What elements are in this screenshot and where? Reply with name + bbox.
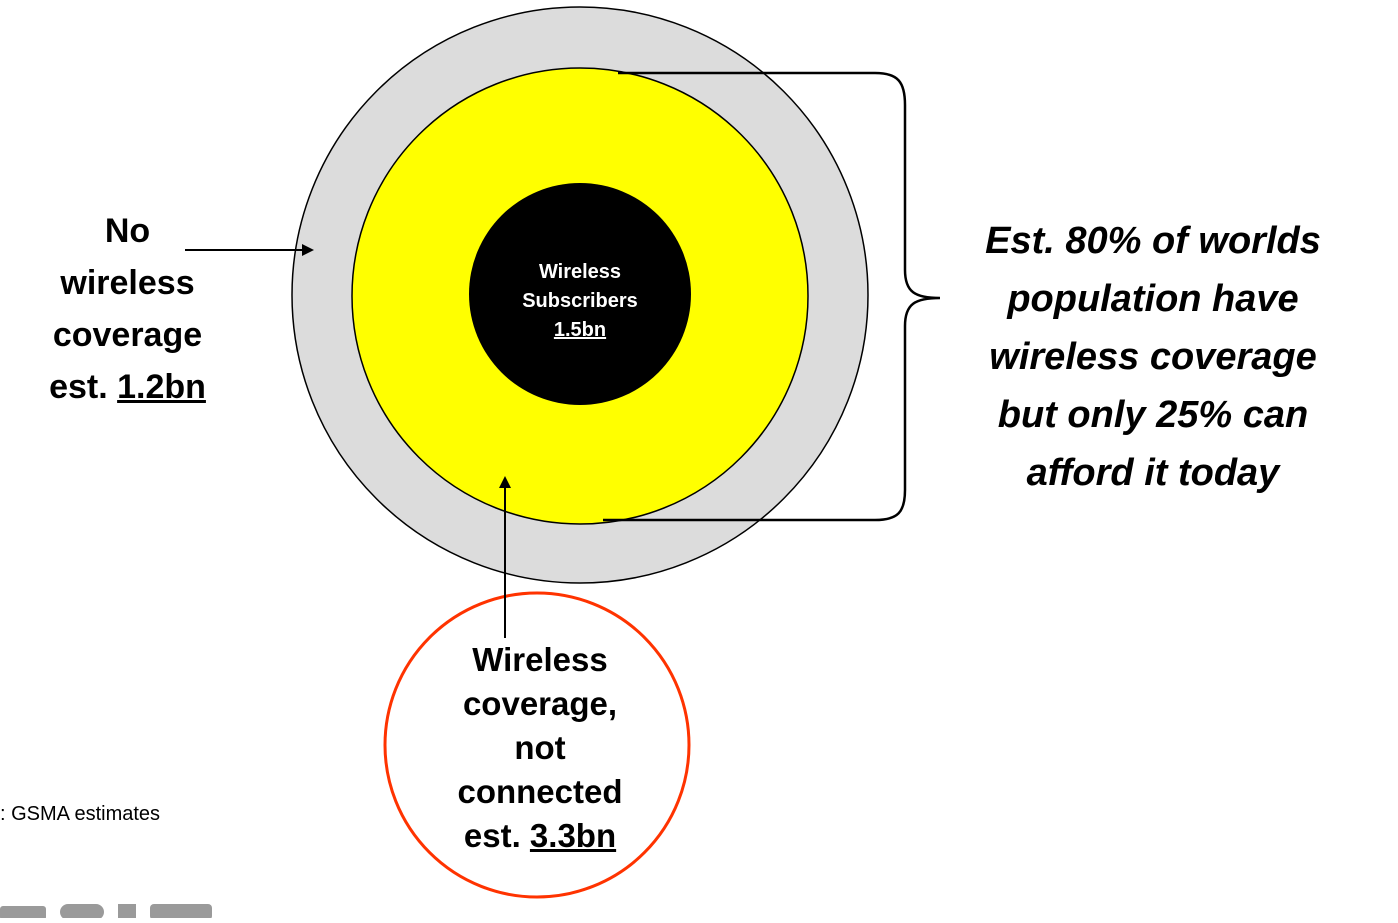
not-connected-label: Wireless coverage, not connected est. 3.… — [405, 638, 675, 858]
coverage-note-line-1: Est. 80% of worlds — [985, 220, 1321, 262]
logo-fragment-graphic — [0, 904, 212, 918]
coverage-note: Est. 80% of worlds population have wirel… — [918, 212, 1388, 502]
no-coverage-line-1: No — [104, 212, 151, 250]
curly-brace — [874, 71, 941, 522]
subscribers-line-1: Wireless — [538, 261, 622, 283]
not-connected-line-3: not — [514, 729, 566, 766]
source-note: : GSMA estimates — [0, 803, 161, 825]
coverage-note-line-4: but only 25% can — [997, 394, 1309, 436]
subscribers-line-2: Subscribers — [522, 290, 638, 312]
no-coverage-prefix: est. — [49, 368, 118, 406]
not-connected-callout-circle — [383, 591, 691, 899]
coverage-note-line-2: population have — [1007, 278, 1299, 320]
not-connected-line-1: Wireless — [472, 641, 608, 678]
no-coverage-value: 1.2bn — [117, 368, 206, 406]
coverage-note-line-3: wireless coverage — [989, 336, 1317, 378]
not-connected-line-4: connected — [457, 773, 623, 810]
not-connected-prefix: est. — [463, 817, 530, 854]
no-coverage-label: No wireless coverage est. 1.2bn — [20, 205, 235, 413]
no-coverage-line-2: wireless — [60, 264, 195, 302]
coverage-note-line-5: afford it today — [1026, 452, 1280, 494]
subscribers-core — [469, 183, 691, 405]
no-coverage-line-3: coverage — [52, 316, 203, 354]
subscribers-label: Wireless Subscribers 1.5bn — [470, 258, 690, 345]
not-connected-line-2: coverage, — [462, 685, 618, 722]
logo-fragment — [0, 900, 230, 918]
not-connected-value: 3.3bn — [529, 817, 617, 854]
subscribers-value: 1.5bn — [553, 319, 607, 341]
